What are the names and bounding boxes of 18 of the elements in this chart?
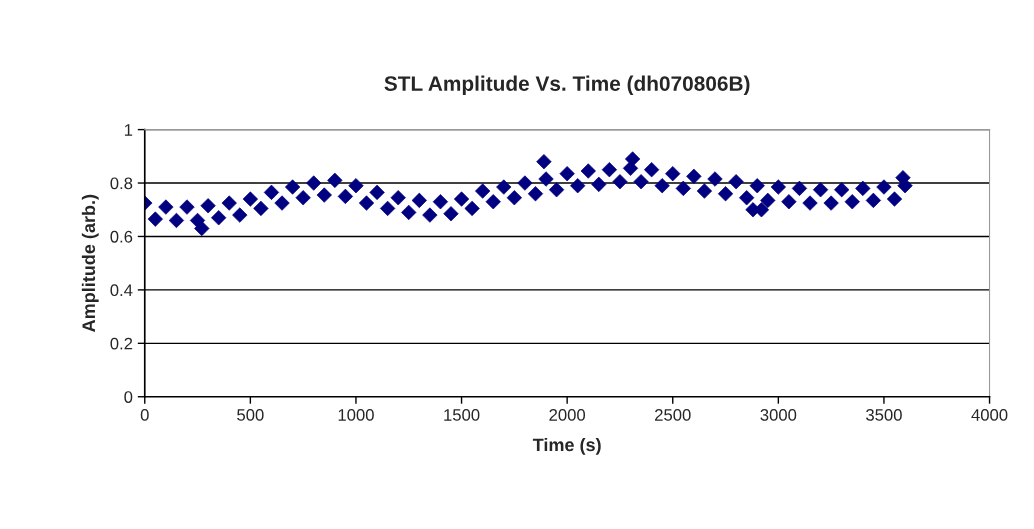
chart-title: STL Amplitude Vs. Time (dh070806B)	[384, 75, 750, 96]
x-tick-label: 4000	[971, 409, 1008, 421]
y-tick-label: 0.6	[110, 230, 133, 243]
x-tick-label: 1000	[338, 409, 374, 421]
y-tick-label: 0.2	[110, 337, 133, 350]
x-tick-label: 500	[237, 409, 264, 421]
x-tick-label: 3000	[760, 409, 797, 421]
x-tick-label: 3500	[866, 409, 902, 421]
y-tick-label: 0	[124, 391, 133, 403]
x-axis-title: Time (s)	[532, 437, 601, 455]
x-tick-label: 2500	[655, 409, 691, 421]
y-tick-label: 0.4	[110, 284, 133, 297]
y-tick-label: 0.8	[110, 177, 133, 190]
x-tick-label: 0	[140, 409, 149, 421]
y-tick-label: 1	[124, 124, 133, 136]
x-tick-label: 2000	[549, 409, 586, 421]
y-axis-title: Amplitude (arb.)	[81, 194, 99, 332]
x-tick-label: 1500	[444, 409, 480, 421]
